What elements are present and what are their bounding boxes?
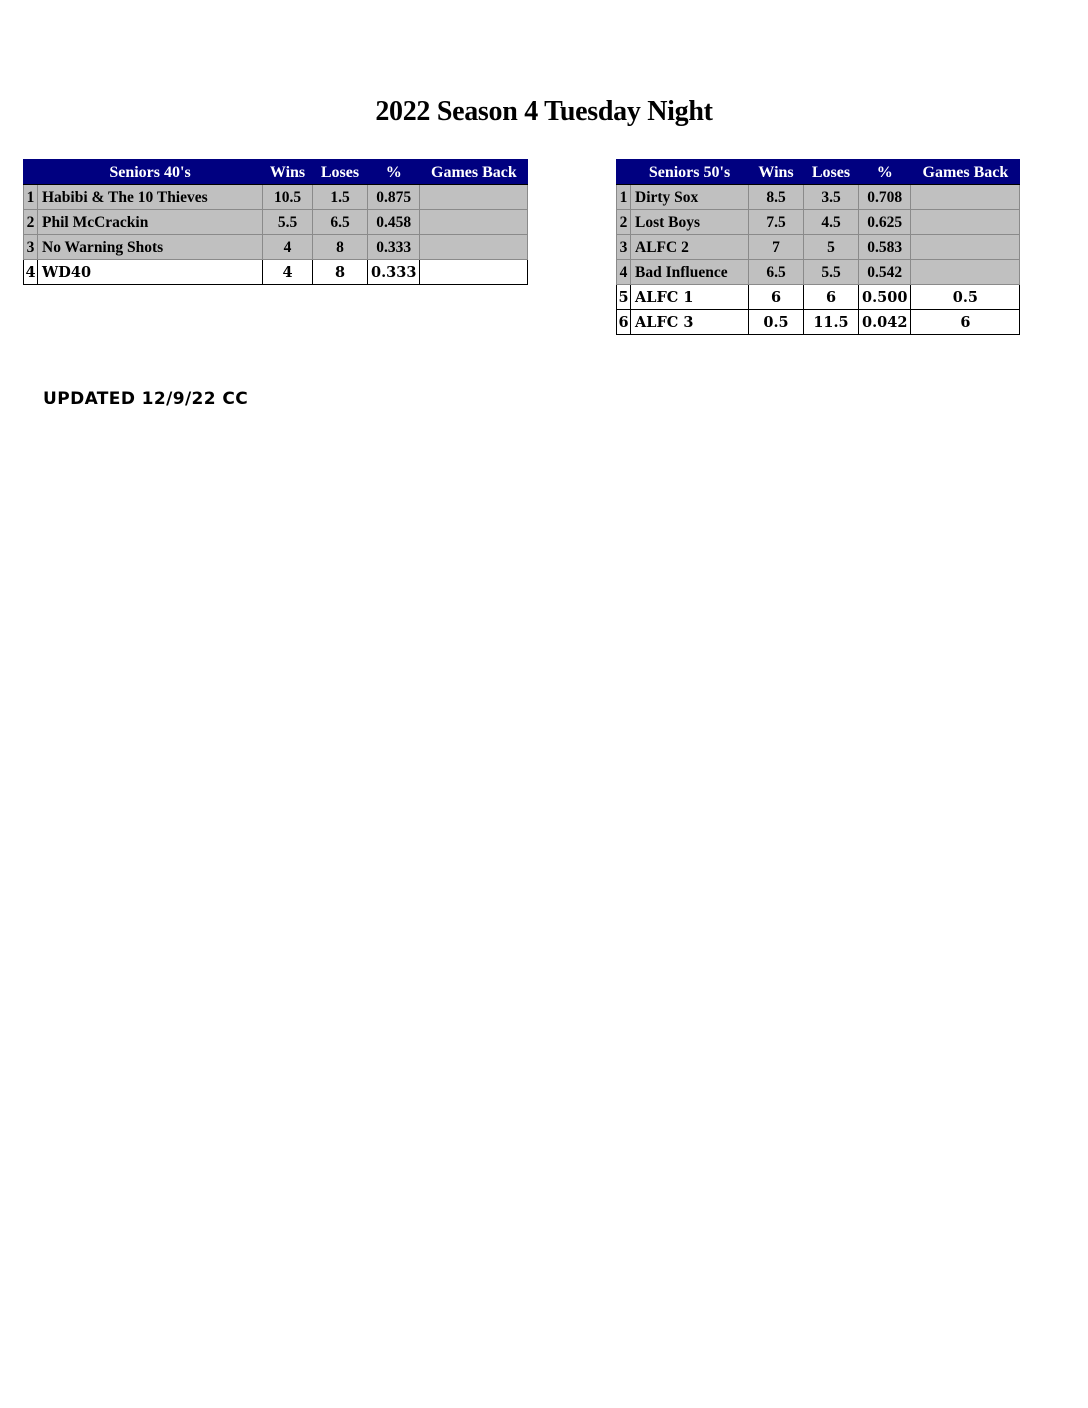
column-header-games-back: Games Back <box>910 159 1021 185</box>
cell-loses: 1.5 <box>312 184 368 210</box>
cell-loses: 8 <box>312 259 368 285</box>
cell-team: WD40 <box>37 259 263 285</box>
cell-pct: 0.625 <box>857 209 912 235</box>
table-body-seniors-40: 1 Habibi & The 10 Thieves 10.5 1.5 0.875… <box>23 184 529 285</box>
cell-rank: 4 <box>616 259 631 285</box>
table-header-row: Seniors 40's Wins Loses % Games Back <box>23 159 529 185</box>
cell-wins: 6.5 <box>748 259 804 285</box>
standings-table-seniors-40: Seniors 40's Wins Loses % Games Back 1 H… <box>23 159 529 285</box>
table-row: 2 Lost Boys 7.5 4.5 0.625 <box>616 209 1021 235</box>
cell-games-back <box>910 234 1021 260</box>
table-row: 2 Phil McCrackin 5.5 6.5 0.458 <box>23 209 529 235</box>
cell-games-back <box>910 184 1021 210</box>
cell-rank: 6 <box>616 309 631 335</box>
cell-wins: 4 <box>262 234 313 260</box>
cell-loses: 6.5 <box>312 209 368 235</box>
cell-loses: 11.5 <box>803 309 859 335</box>
updated-note: UPDATED 12/9/22 CC <box>43 389 249 409</box>
cell-games-back <box>419 259 529 285</box>
cell-loses: 6 <box>803 284 859 310</box>
cell-rank: 3 <box>23 234 38 260</box>
cell-rank: 1 <box>23 184 38 210</box>
cell-loses: 5 <box>803 234 859 260</box>
cell-wins: 7 <box>748 234 804 260</box>
cell-loses: 3.5 <box>803 184 859 210</box>
cell-games-back <box>910 259 1021 285</box>
table-body-seniors-50: 1 Dirty Sox 8.5 3.5 0.708 2 Lost Boys 7.… <box>616 184 1021 335</box>
cell-rank: 2 <box>23 209 38 235</box>
cell-games-back <box>910 209 1021 235</box>
cell-wins: 7.5 <box>748 209 804 235</box>
column-header-games-back: Games Back <box>419 159 529 185</box>
cell-rank: 5 <box>616 284 631 310</box>
cell-games-back: 6 <box>910 309 1021 335</box>
cell-team: Dirty Sox <box>630 184 749 210</box>
column-header-loses: Loses <box>312 159 368 185</box>
column-header-loses: Loses <box>803 159 859 185</box>
column-header-pct: % <box>857 159 912 185</box>
table-row: 6 ALFC 3 0.5 11.5 0.042 6 <box>616 309 1021 335</box>
cell-rank: 2 <box>616 209 631 235</box>
table-row: 3 No Warning Shots 4 8 0.333 <box>23 234 529 260</box>
cell-pct: 0.458 <box>366 209 421 235</box>
cell-pct: 0.500 <box>857 284 912 310</box>
cell-pct: 0.875 <box>366 184 421 210</box>
column-header-division: Seniors 50's <box>630 159 749 185</box>
cell-pct: 0.333 <box>366 259 421 285</box>
table-header-row: Seniors 50's Wins Loses % Games Back <box>616 159 1021 185</box>
cell-games-back <box>419 209 529 235</box>
table-row: 1 Habibi & The 10 Thieves 10.5 1.5 0.875 <box>23 184 529 210</box>
cell-games-back <box>419 234 529 260</box>
cell-games-back <box>419 184 529 210</box>
cell-games-back: 0.5 <box>910 284 1021 310</box>
cell-team: ALFC 2 <box>630 234 749 260</box>
cell-pct: 0.042 <box>857 309 912 335</box>
cell-loses: 8 <box>312 234 368 260</box>
table-row: 4 WD40 4 8 0.333 <box>23 259 529 285</box>
cell-pct: 0.542 <box>857 259 912 285</box>
cell-team: ALFC 3 <box>630 309 749 335</box>
cell-wins: 5.5 <box>262 209 313 235</box>
cell-loses: 5.5 <box>803 259 859 285</box>
cell-team: Lost Boys <box>630 209 749 235</box>
cell-pct: 0.583 <box>857 234 912 260</box>
column-header-wins: Wins <box>748 159 804 185</box>
table-header-seniors-40: Seniors 40's Wins Loses % Games Back <box>23 159 529 185</box>
cell-wins: 8.5 <box>748 184 804 210</box>
column-header-rank <box>23 159 38 185</box>
cell-rank: 1 <box>616 184 631 210</box>
cell-team: ALFC 1 <box>630 284 749 310</box>
cell-loses: 4.5 <box>803 209 859 235</box>
cell-wins: 6 <box>748 284 804 310</box>
cell-wins: 4 <box>262 259 313 285</box>
column-header-wins: Wins <box>262 159 313 185</box>
cell-team: No Warning Shots <box>37 234 263 260</box>
standings-table-seniors-50: Seniors 50's Wins Loses % Games Back 1 D… <box>616 159 1021 335</box>
cell-pct: 0.333 <box>366 234 421 260</box>
cell-wins: 0.5 <box>748 309 804 335</box>
cell-pct: 0.708 <box>857 184 912 210</box>
page-title: 2022 Season 4 Tuesday Night <box>375 96 713 127</box>
column-header-rank <box>616 159 631 185</box>
table-row: 1 Dirty Sox 8.5 3.5 0.708 <box>616 184 1021 210</box>
column-header-division: Seniors 40's <box>37 159 263 185</box>
table-row: 3 ALFC 2 7 5 0.583 <box>616 234 1021 260</box>
cell-team: Phil McCrackin <box>37 209 263 235</box>
table-row: 4 Bad Influence 6.5 5.5 0.542 <box>616 259 1021 285</box>
column-header-pct: % <box>366 159 421 185</box>
cell-rank: 4 <box>23 259 38 285</box>
cell-rank: 3 <box>616 234 631 260</box>
table-header-seniors-50: Seniors 50's Wins Loses % Games Back <box>616 159 1021 185</box>
cell-wins: 10.5 <box>262 184 313 210</box>
cell-team: Habibi & The 10 Thieves <box>37 184 263 210</box>
table-row: 5 ALFC 1 6 6 0.500 0.5 <box>616 284 1021 310</box>
cell-team: Bad Influence <box>630 259 749 285</box>
